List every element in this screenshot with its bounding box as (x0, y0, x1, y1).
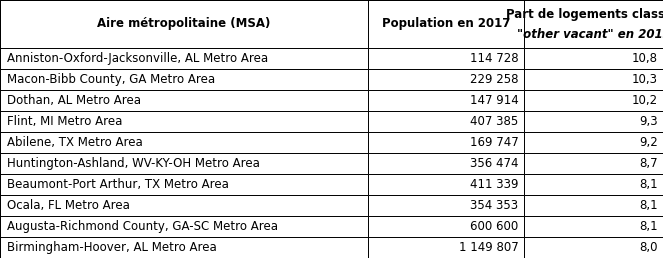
Bar (524, 132, 663, 153)
Bar (0, 48, 368, 69)
Bar (368, 132, 524, 153)
Bar (368, 48, 524, 69)
Text: 114 728: 114 728 (470, 52, 518, 65)
Text: 8,7: 8,7 (639, 157, 658, 170)
Text: Huntington-Ashland, WV-KY-OH Metro Area: Huntington-Ashland, WV-KY-OH Metro Area (7, 157, 259, 170)
Text: Macon-Bibb County, GA Metro Area: Macon-Bibb County, GA Metro Area (7, 73, 215, 86)
Text: Aire métropolitaine (MSA): Aire métropolitaine (MSA) (97, 17, 271, 30)
Bar (368, 111, 524, 132)
Bar (0, 90, 368, 111)
Text: 411 339: 411 339 (470, 178, 518, 191)
Text: Beaumont-Port Arthur, TX Metro Area: Beaumont-Port Arthur, TX Metro Area (7, 178, 229, 191)
Text: 10,2: 10,2 (632, 94, 658, 107)
Bar (524, 174, 663, 195)
Bar (368, 90, 524, 111)
Text: 10,8: 10,8 (632, 52, 658, 65)
Text: 9,3: 9,3 (639, 115, 658, 128)
Text: 356 474: 356 474 (470, 157, 518, 170)
Bar (368, 216, 524, 237)
Text: 354 353: 354 353 (470, 199, 518, 212)
Bar (524, 237, 663, 258)
Bar (0, 174, 368, 195)
Text: Augusta-Richmond County, GA-SC Metro Area: Augusta-Richmond County, GA-SC Metro Are… (7, 220, 278, 233)
Bar (0, 216, 368, 237)
Bar (0, 69, 368, 90)
Bar (0, 111, 368, 132)
Text: 9,2: 9,2 (639, 136, 658, 149)
Bar (524, 48, 663, 69)
Bar (524, 195, 663, 216)
Bar (524, 153, 663, 174)
Text: 147 914: 147 914 (469, 94, 518, 107)
Bar (0, 153, 368, 174)
Bar (524, 0, 663, 48)
Text: 10,3: 10,3 (632, 73, 658, 86)
Text: Anniston-Oxford-Jacksonville, AL Metro Area: Anniston-Oxford-Jacksonville, AL Metro A… (7, 52, 268, 65)
Text: 600 600: 600 600 (470, 220, 518, 233)
Text: Birmingham-Hoover, AL Metro Area: Birmingham-Hoover, AL Metro Area (7, 241, 216, 254)
Text: Dothan, AL Metro Area: Dothan, AL Metro Area (7, 94, 141, 107)
Bar (524, 90, 663, 111)
Text: 407 385: 407 385 (470, 115, 518, 128)
Bar (368, 69, 524, 90)
Text: 8,1: 8,1 (639, 178, 658, 191)
Text: "other vacant" en 2015: "other vacant" en 2015 (516, 28, 663, 41)
Text: 229 258: 229 258 (470, 73, 518, 86)
Text: 169 747: 169 747 (469, 136, 518, 149)
Text: 8,1: 8,1 (639, 220, 658, 233)
Bar (368, 174, 524, 195)
Bar (0, 237, 368, 258)
Text: Flint, MI Metro Area: Flint, MI Metro Area (7, 115, 122, 128)
Bar (524, 111, 663, 132)
Bar (524, 69, 663, 90)
Bar (368, 195, 524, 216)
Text: Population en 2017: Population en 2017 (382, 17, 510, 30)
Text: Abilene, TX Metro Area: Abilene, TX Metro Area (7, 136, 143, 149)
Bar (0, 132, 368, 153)
Text: Ocala, FL Metro Area: Ocala, FL Metro Area (7, 199, 129, 212)
Bar (0, 0, 368, 48)
Text: Part de logements classés: Part de logements classés (507, 8, 663, 21)
Text: 8,0: 8,0 (639, 241, 658, 254)
Bar (368, 0, 524, 48)
Bar (368, 237, 524, 258)
Bar (524, 216, 663, 237)
Text: 8,1: 8,1 (639, 199, 658, 212)
Bar (368, 153, 524, 174)
Text: 1 149 807: 1 149 807 (459, 241, 518, 254)
Bar (0, 195, 368, 216)
